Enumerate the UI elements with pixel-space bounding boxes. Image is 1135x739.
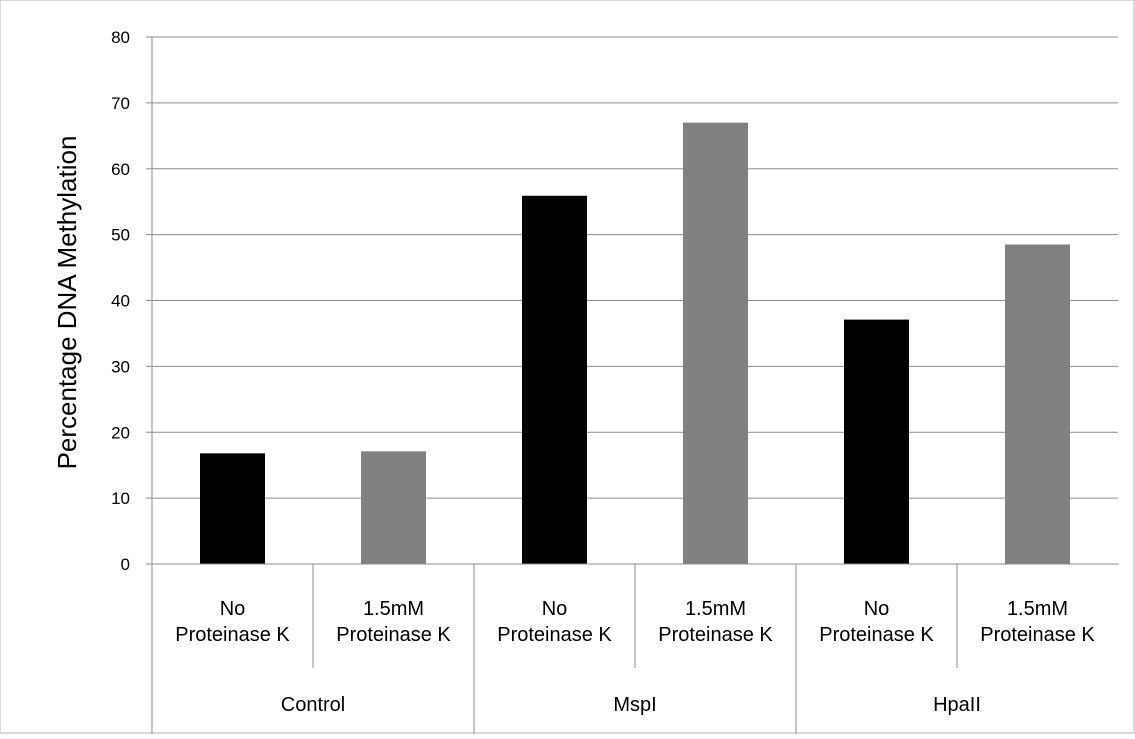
axis-labels: 0 10 20 30 40 50 60 70 80 No Proteinase K 1.5mM Prot… — [111, 28, 1095, 716]
bar — [683, 122, 748, 564]
group-label: MspI — [613, 694, 656, 716]
y-tick-label: 0 — [121, 555, 130, 574]
category-label: 1.5mM Proteinase K — [336, 598, 451, 646]
category-label: No Proteinase K — [819, 598, 934, 646]
y-tick-label: 80 — [111, 28, 130, 47]
bar — [1005, 244, 1070, 564]
y-axis-title: Percentage DNA Methylation — [52, 136, 82, 470]
y-tick-label: 60 — [111, 160, 130, 179]
category-label: 1.5mM Proteinase K — [658, 598, 773, 646]
bar — [522, 195, 587, 565]
bar — [844, 319, 909, 564]
category-label: 1.5mM Proteinase K — [980, 598, 1095, 646]
y-tick-label: 30 — [111, 357, 130, 376]
y-tick-label: 70 — [111, 94, 130, 113]
y-tick-label: 40 — [111, 292, 130, 311]
y-tick-label: 50 — [111, 226, 130, 245]
bar — [361, 451, 426, 564]
group-label: Control — [281, 694, 345, 716]
bars — [200, 122, 1070, 565]
bar — [200, 453, 265, 564]
y-tick-label: 10 — [111, 489, 130, 508]
category-label: No Proteinase K — [497, 598, 612, 646]
y-tick-label: 20 — [111, 423, 130, 442]
group-label: HpaII — [933, 694, 981, 716]
axes — [146, 36, 1119, 734]
gridlines — [152, 36, 1118, 499]
category-label: No Proteinase K — [175, 598, 290, 646]
